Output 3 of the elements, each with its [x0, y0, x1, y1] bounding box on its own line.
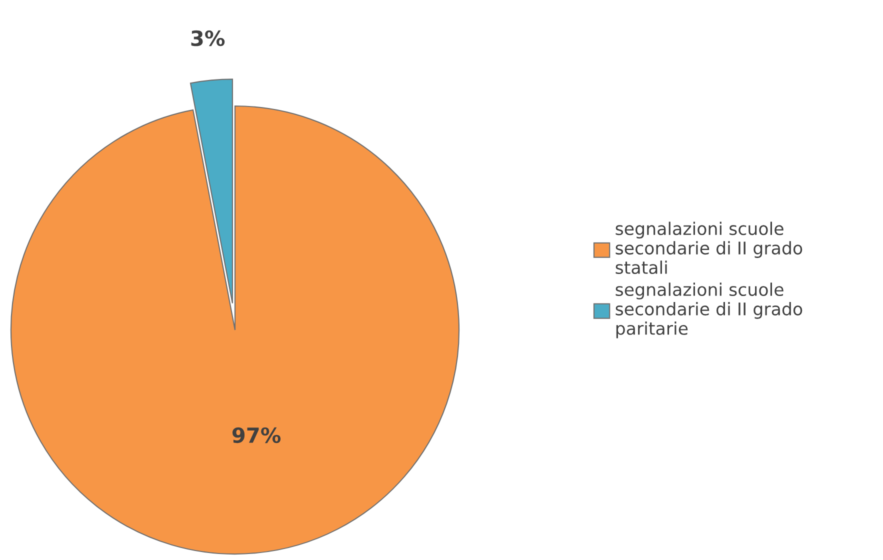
data-label: 3%	[191, 30, 225, 46]
legend-label: segnalazioni scuole secondarie di II grado paritarie	[616, 282, 802, 338]
data-label: 97%	[232, 427, 281, 444]
